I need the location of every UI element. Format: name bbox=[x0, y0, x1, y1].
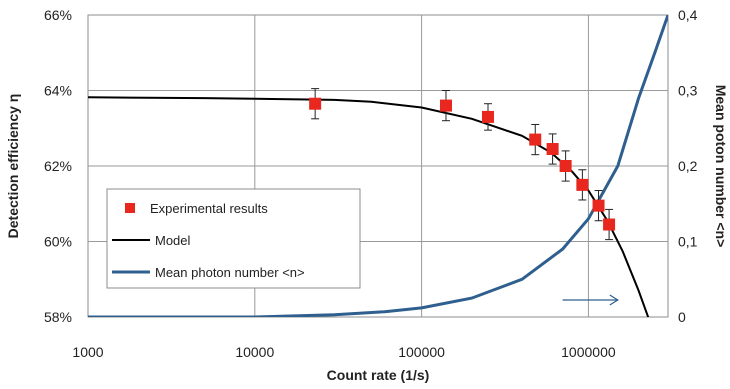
x-tick-label: 100000 bbox=[398, 344, 445, 360]
experimental-point bbox=[481, 110, 494, 123]
experimental-point bbox=[439, 99, 452, 112]
series-layer bbox=[88, 15, 668, 317]
mean-photon-number-line bbox=[88, 15, 668, 317]
legend-label-experimental: Experimental results bbox=[150, 201, 268, 216]
experimental-point bbox=[529, 133, 542, 146]
y2-axis-title: Mean poton number <n> bbox=[713, 85, 729, 248]
experimental-point bbox=[559, 160, 572, 172]
experimental-point bbox=[576, 178, 589, 191]
y2-tick-label: 0,3 bbox=[678, 83, 698, 99]
x-tick-label: 1000 bbox=[72, 344, 103, 360]
x-tick-label: 1000000 bbox=[561, 344, 616, 360]
model-line bbox=[88, 96, 650, 317]
y2-tick-label: 0 bbox=[678, 309, 686, 325]
legend-label-model: Model bbox=[155, 233, 191, 248]
y2-tick-label: 0,2 bbox=[678, 158, 698, 174]
y-tick-label: 60% bbox=[44, 234, 72, 250]
experimental-point bbox=[592, 199, 605, 212]
y2-tick-label: 0,4 bbox=[678, 7, 698, 23]
x-axis-title: Count rate (1/s) bbox=[327, 367, 430, 383]
x-tick-label: 10000 bbox=[235, 344, 274, 360]
y-tick-label: 66% bbox=[44, 7, 72, 23]
experimental-point bbox=[603, 218, 616, 231]
experimental-point bbox=[309, 97, 322, 110]
y-axis-title: Detection efficiency η bbox=[5, 94, 21, 239]
legend-marker-experimental bbox=[125, 203, 135, 213]
legend: Experimental results Model Mean photon n… bbox=[106, 188, 361, 289]
ticks: 1000 10000 100000 1000000 58% 60% 62% 64% 66% 0 0,… bbox=[44, 7, 698, 360]
experimental-point bbox=[546, 143, 559, 156]
y2-tick-label: 0,1 bbox=[678, 234, 698, 250]
y-tick-label: 58% bbox=[44, 309, 72, 325]
y-tick-label: 64% bbox=[44, 83, 72, 99]
annotation-arrow-head bbox=[609, 294, 619, 306]
legend-label-mean-photon: Mean photon number <n> bbox=[155, 265, 305, 280]
y-tick-label: 62% bbox=[44, 158, 72, 174]
